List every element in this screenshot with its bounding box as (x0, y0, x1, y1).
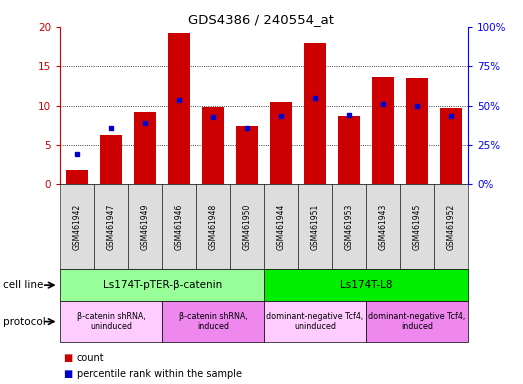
Text: ■: ■ (63, 353, 72, 363)
Text: GSM461953: GSM461953 (345, 204, 354, 250)
Text: GSM461952: GSM461952 (447, 204, 456, 250)
Text: GSM461948: GSM461948 (209, 204, 218, 250)
Bar (202, 107, 224, 184)
Text: Ls174T-L8: Ls174T-L8 (340, 280, 392, 290)
Text: count: count (77, 353, 105, 363)
Text: Ls174T-pTER-β-catenin: Ls174T-pTER-β-catenin (103, 280, 222, 290)
Bar (372, 77, 394, 184)
Bar (66, 170, 88, 184)
Text: protocol: protocol (3, 316, 46, 327)
Bar (406, 78, 428, 184)
Bar (440, 108, 462, 184)
Bar (304, 43, 326, 184)
Text: GDS4386 / 240554_at: GDS4386 / 240554_at (188, 13, 335, 26)
Bar (236, 126, 258, 184)
Text: β-catenin shRNA,
uninduced: β-catenin shRNA, uninduced (77, 312, 145, 331)
Text: GSM461951: GSM461951 (311, 204, 320, 250)
Bar (168, 33, 190, 184)
Text: β-catenin shRNA,
induced: β-catenin shRNA, induced (179, 312, 247, 331)
Text: GSM461950: GSM461950 (243, 204, 252, 250)
Text: dominant-negative Tcf4,
induced: dominant-negative Tcf4, induced (369, 312, 465, 331)
Text: GSM461942: GSM461942 (73, 204, 82, 250)
Text: GSM461943: GSM461943 (379, 204, 388, 250)
Text: cell line: cell line (3, 280, 43, 290)
Text: ■: ■ (63, 369, 72, 379)
Text: GSM461949: GSM461949 (141, 204, 150, 250)
Text: GSM461944: GSM461944 (277, 204, 286, 250)
Bar (338, 116, 360, 184)
Bar (270, 103, 292, 184)
Bar (134, 112, 156, 184)
Bar (100, 135, 122, 184)
Text: GSM461947: GSM461947 (107, 204, 116, 250)
Text: GSM461946: GSM461946 (175, 204, 184, 250)
Text: dominant-negative Tcf4,
uninduced: dominant-negative Tcf4, uninduced (267, 312, 363, 331)
Text: percentile rank within the sample: percentile rank within the sample (77, 369, 242, 379)
Text: GSM461945: GSM461945 (413, 204, 422, 250)
